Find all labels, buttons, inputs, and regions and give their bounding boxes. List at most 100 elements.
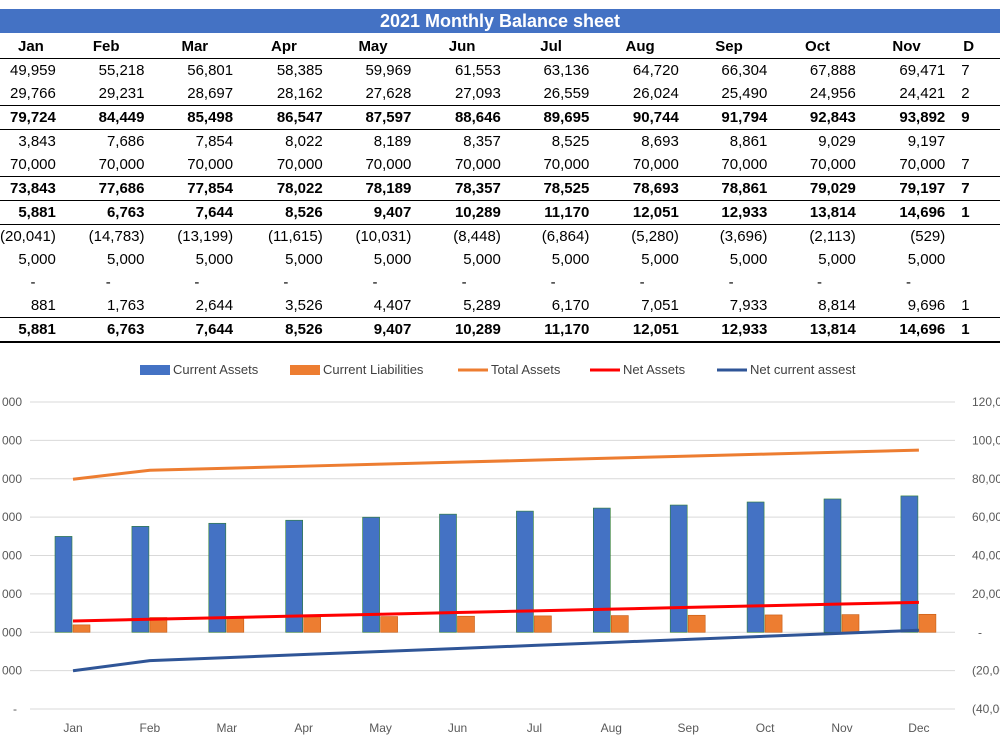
table-cell: 78,861 [684, 176, 774, 201]
right-axis-tick: 120,0 [972, 395, 1000, 409]
bar-current-liabilities [687, 614, 706, 633]
table-cell: 2,644 [195, 297, 234, 314]
table-cell: 11,170 [506, 200, 596, 225]
table-cell: 73,843 [0, 176, 62, 201]
bar-current-liabilities [534, 615, 552, 633]
right-axis-tick: (20,00 [972, 664, 1000, 678]
table-cell: 27,628 [365, 85, 412, 102]
table-cell: 70,000 [899, 156, 946, 173]
table-cell: 5,000 [106, 251, 145, 268]
table-cell: 86,547 [239, 105, 329, 130]
table-cell: 70,000 [365, 156, 412, 173]
bar-current-liabilities [764, 614, 783, 633]
table-row: ----------- [0, 271, 1000, 294]
legend-label: Current Assets [173, 362, 259, 377]
bar-current-assets [131, 526, 150, 633]
table-cell: - [30, 274, 36, 291]
table-cell: 79,029 [773, 176, 862, 201]
table-cell: 7,686 [106, 133, 145, 150]
table-cell [951, 225, 1000, 249]
table-cell: 5,000 [551, 251, 590, 268]
table-cell: 5,000 [818, 251, 856, 268]
line-net-assets [72, 600, 919, 623]
table-cell: - [461, 274, 467, 291]
bar-current-assets [54, 536, 73, 633]
table-cell: 84,449 [61, 105, 151, 130]
table-cell: 12,051 [595, 317, 685, 343]
table-cell: 78,525 [506, 176, 596, 201]
table-cell: (20,041) [0, 228, 56, 245]
sheet-title: 2021 Monthly Balance sheet [0, 9, 1000, 33]
table-cell: 70,000 [543, 156, 590, 173]
table-cell: 78,022 [239, 176, 329, 201]
column-header: Feb [61, 35, 151, 59]
table-cell: 6,763 [61, 200, 151, 225]
table-cell: 881 [30, 297, 56, 314]
table-cell: 5,000 [195, 251, 234, 268]
bar-current-liabilities [149, 617, 168, 633]
line-total-assets [72, 448, 919, 481]
table-cell: 5,000 [729, 251, 768, 268]
column-header: Oct [773, 35, 862, 59]
table-cell: 70,000 [98, 156, 145, 173]
table-cell: 56,801 [187, 62, 234, 79]
x-tick-label: Dec [908, 721, 929, 735]
x-tick-label: Jul [527, 721, 542, 735]
table-cell: 5,881 [0, 200, 62, 225]
table-cell: 25,490 [721, 85, 768, 102]
table-cell: 5,289 [463, 297, 501, 314]
table-cell: - [372, 274, 378, 291]
table-cell: 28,162 [276, 85, 323, 102]
legend-label: Net current assest [750, 362, 856, 377]
table-cell: 67,888 [809, 62, 856, 79]
bar-current-liabilities [918, 613, 937, 633]
x-tick-label: Jun [448, 721, 467, 735]
bar-current-assets [439, 513, 457, 633]
table-row: 3,843 7,686 7,854 8,022 8,189 8,357 8,525 8,693… [0, 130, 1000, 154]
column-header: Sep [684, 35, 774, 59]
balance-chart: 000 000 000 000 000 000 000 000 - 120,0 100,0 80,00… [2, 362, 1000, 735]
x-tick-label: Nov [831, 721, 852, 735]
table-cell: 5,000 [285, 251, 323, 268]
balance-table: Jan Feb Mar Apr May Jun Jul Aug Sep Oct Nov D 49,95… [0, 35, 1000, 343]
table-cell: 3,526 [285, 297, 323, 314]
legend-label: Net Assets [623, 362, 686, 377]
table-cell: 69,471 [899, 62, 946, 79]
table-cell: - [817, 274, 823, 291]
table-row: (20,041) (14,783) (13,199) (11,615) (10,031)… [0, 225, 1000, 249]
bar-current-assets [823, 498, 842, 633]
table-cell: 26,559 [543, 85, 590, 102]
legend-marker [290, 365, 320, 375]
bar-current-assets [669, 504, 688, 633]
table-cell: 91,794 [684, 105, 774, 130]
x-tick-label: Apr [294, 721, 313, 735]
left-axis-tick: - [13, 702, 17, 716]
table-cell: 24,421 [899, 85, 946, 102]
table-cell: 70,000 [809, 156, 856, 173]
table-cell: (3,696) [719, 228, 768, 245]
left-axis-tick: 000 [2, 433, 22, 447]
table-cell: 5,000 [373, 251, 412, 268]
table-cell: 93,892 [861, 105, 952, 130]
table-cell: 58,385 [276, 62, 323, 79]
right-axis-tick: 40,00 [972, 549, 1000, 563]
table-cell: (6,864) [541, 228, 590, 245]
table-cell: 79,724 [0, 105, 62, 130]
bar-current-assets [362, 516, 380, 633]
table-cell: 7 [951, 176, 1000, 201]
right-axis-tick: - [978, 625, 982, 639]
column-header: Jun [417, 35, 507, 59]
table-cell: 11,170 [506, 317, 596, 343]
table-cell: 14,696 [861, 317, 952, 343]
table-cell: 64,720 [632, 62, 679, 79]
right-axis-tick: 20,00 [972, 587, 1000, 601]
left-axis-tick: 000 [2, 472, 22, 486]
x-tick-label: Oct [756, 721, 775, 735]
table-cell: 29,231 [98, 85, 145, 102]
table-cell: 77,854 [150, 176, 240, 201]
table-cell: 78,693 [595, 176, 685, 201]
table-cell: 5,881 [0, 317, 62, 343]
table-cell: 85,498 [150, 105, 240, 130]
table-cell: 70,000 [632, 156, 679, 173]
column-header: Jul [506, 35, 596, 59]
